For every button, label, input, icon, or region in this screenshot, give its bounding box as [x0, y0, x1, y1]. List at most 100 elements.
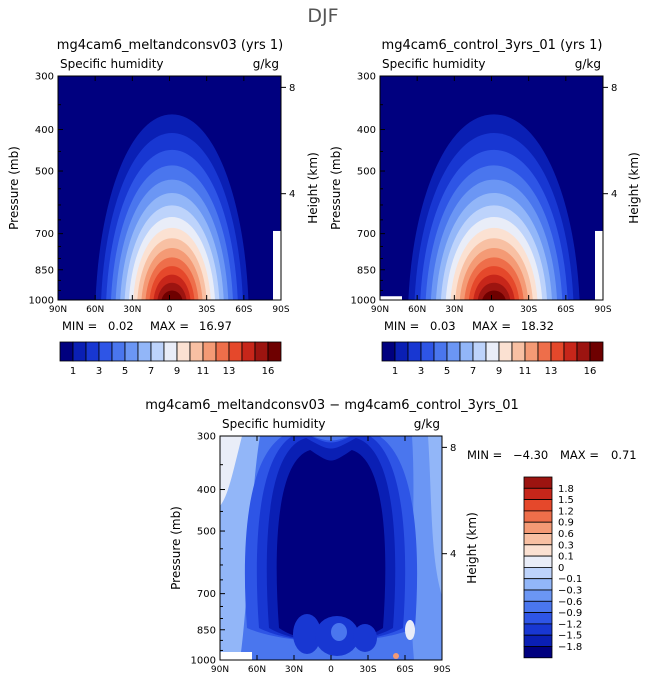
colorbar-swatch [189, 341, 204, 362]
y-tick-label: 700 [357, 229, 376, 240]
axes: 90N 60N 30N 0 30S 60S 90S 300 400 500 700 850 1000 8 4 [351, 72, 618, 316]
x-tick-label: 90N [371, 305, 389, 315]
x-tick-label: 30N [445, 305, 463, 315]
y-axis-label: Pressure (mb) [329, 146, 343, 230]
variable-label: Specific humidity [222, 417, 326, 431]
colorbar-swatch [381, 341, 396, 362]
colorbar-label: 16 [262, 366, 275, 377]
colorbar-swatch [523, 623, 553, 636]
x-tick-label: 0 [489, 305, 495, 315]
x-tick-label: 90N [211, 665, 229, 675]
max-value: 18.32 [521, 319, 554, 333]
colorbar: 1 3 5 7 9 11 13 16 [59, 341, 282, 377]
units-label: g/kg [414, 417, 440, 431]
colorbar-label: 0.3 [558, 540, 574, 551]
x-tick-label: 90S [272, 305, 289, 315]
contour-level-band [293, 614, 321, 654]
y-tick-label: 1000 [191, 656, 216, 667]
y-right-tick-label: 4 [289, 189, 295, 200]
colorbar-swatch [563, 341, 578, 362]
colorbar-swatch [523, 499, 553, 512]
colorbar-swatch [550, 341, 565, 362]
colorbar-label: 13 [545, 366, 558, 377]
y-tick-label: 700 [197, 589, 216, 600]
colorbar-swatch [523, 578, 553, 591]
colorbar-swatch [137, 341, 152, 362]
colorbar-label: 1 [70, 366, 76, 377]
colorbar-label: 0.1 [558, 552, 574, 563]
colorbar-label: 0.6 [558, 529, 574, 540]
contour-field [380, 76, 603, 300]
x-tick-label: 90S [594, 305, 611, 315]
colorbar-label: 1.5 [558, 495, 574, 506]
units-label: g/kg [253, 57, 279, 71]
contour-level-band [353, 624, 377, 652]
panel-title: mg4cam6_meltandconsv03 − mg4cam6_control… [145, 398, 519, 413]
colorbar-swatch [59, 341, 74, 362]
y-right-tick-label: 8 [289, 83, 295, 94]
y-right-tick-label: 8 [450, 443, 456, 454]
y-tick-label: 1000 [29, 296, 54, 307]
colorbar-label: 1 [392, 366, 398, 377]
colorbar-label: −0.6 [558, 597, 582, 608]
colorbar-swatch [241, 341, 256, 362]
colorbar-label: −1.5 [558, 631, 582, 642]
no-data-region [595, 230, 603, 300]
colorbar-swatch [85, 341, 100, 362]
colorbar-swatch [459, 341, 474, 362]
colorbar-swatch [511, 341, 526, 362]
x-tick-label: 60N [86, 305, 104, 315]
panel-title: mg4cam6_control_3yrs_01 (yrs 1) [382, 38, 603, 53]
colorbar-swatch [523, 646, 553, 659]
contour-level-band [393, 653, 399, 659]
page-title: DJF [307, 5, 338, 27]
colorbar-label: 9 [496, 366, 502, 377]
no-data-region [273, 230, 281, 300]
colorbar-label: −0.9 [558, 608, 582, 619]
colorbar-label: 9 [174, 366, 180, 377]
x-tick-label: 30S [359, 665, 376, 675]
contour-level-band [161, 290, 183, 300]
colorbar-swatch [150, 341, 165, 362]
colorbar-swatch [228, 341, 243, 362]
min-value: −4.30 [513, 448, 548, 462]
colorbar-swatch [267, 341, 282, 362]
colorbar-label: 11 [197, 366, 210, 377]
colorbar-swatch [523, 634, 553, 647]
colorbar-label: 0 [558, 563, 564, 574]
contour-level-band [428, 436, 442, 596]
colorbar-swatch [576, 341, 591, 362]
colorbar-swatch [433, 341, 448, 362]
y-right-axis-label: Height (km) [627, 152, 641, 223]
contour-field [58, 76, 281, 300]
y-tick-label: 850 [357, 265, 376, 276]
min-value: 0.03 [430, 319, 456, 333]
units-label: g/kg [575, 57, 601, 71]
panel-control: mg4cam6_control_3yrs_01 (yrs 1) Specific… [329, 38, 641, 377]
y-tick-label: 400 [357, 125, 376, 136]
colorbar-swatch [472, 341, 487, 362]
colorbar-swatch [523, 555, 553, 568]
x-tick-label: 90N [49, 305, 67, 315]
contour-level-band [331, 623, 347, 641]
max-value: 16.97 [199, 319, 232, 333]
axes: 90N 60N 30N 0 30S 60S 90S 300 400 500 700 850 1000 8 4 [191, 432, 457, 676]
y-tick-label: 850 [35, 265, 54, 276]
colorbar-label: 7 [148, 366, 154, 377]
x-tick-label: 60S [396, 665, 413, 675]
variable-label: Specific humidity [382, 57, 486, 71]
y-tick-label: 1000 [351, 296, 376, 307]
colorbar-label: 5 [122, 366, 128, 377]
colorbar-label: −1.2 [558, 619, 582, 630]
min-label: MIN = [62, 319, 97, 333]
y-tick-label: 300 [357, 72, 376, 83]
colorbar-swatch [537, 341, 552, 362]
x-tick-label: 0 [167, 305, 173, 315]
colorbar-swatch [254, 341, 269, 362]
x-tick-label: 30N [285, 665, 303, 675]
colorbar-swatch [523, 476, 553, 489]
colorbar-label: 1.8 [558, 484, 574, 495]
colorbar-label: 1.2 [558, 506, 574, 517]
colorbar-swatch [523, 589, 553, 602]
